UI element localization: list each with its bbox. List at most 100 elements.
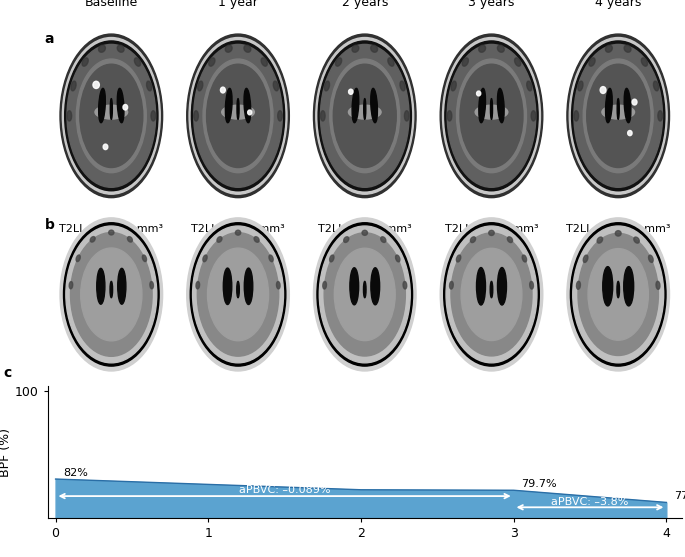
Ellipse shape	[578, 233, 658, 355]
Ellipse shape	[147, 81, 151, 91]
Ellipse shape	[460, 64, 523, 168]
Ellipse shape	[381, 237, 386, 242]
Ellipse shape	[574, 111, 579, 121]
Ellipse shape	[364, 99, 366, 119]
Ellipse shape	[571, 223, 666, 366]
Ellipse shape	[444, 223, 539, 366]
Ellipse shape	[208, 248, 269, 341]
Text: BPF = 79.7%: BPF = 79.7%	[455, 399, 528, 409]
Ellipse shape	[403, 281, 407, 289]
Ellipse shape	[217, 237, 222, 242]
Ellipse shape	[314, 34, 416, 198]
Ellipse shape	[95, 105, 127, 119]
Ellipse shape	[318, 41, 412, 190]
Text: T2LL = 661 mm³: T2LL = 661 mm³	[445, 224, 538, 234]
Ellipse shape	[573, 226, 664, 363]
Ellipse shape	[602, 105, 634, 119]
Ellipse shape	[440, 218, 543, 371]
Ellipse shape	[456, 255, 461, 262]
Ellipse shape	[606, 45, 612, 52]
Ellipse shape	[334, 248, 395, 341]
Text: 4 years: 4 years	[595, 0, 641, 9]
Ellipse shape	[76, 59, 147, 173]
Ellipse shape	[451, 81, 456, 91]
Ellipse shape	[197, 233, 279, 356]
Ellipse shape	[462, 58, 469, 66]
Ellipse shape	[81, 248, 142, 341]
Ellipse shape	[76, 255, 80, 262]
Ellipse shape	[371, 89, 377, 123]
Ellipse shape	[209, 58, 215, 66]
Ellipse shape	[190, 223, 286, 366]
Ellipse shape	[352, 45, 359, 52]
Ellipse shape	[196, 281, 199, 289]
Ellipse shape	[574, 45, 662, 187]
Ellipse shape	[445, 41, 538, 190]
Ellipse shape	[362, 230, 367, 236]
Ellipse shape	[66, 226, 157, 363]
Ellipse shape	[151, 111, 155, 121]
Ellipse shape	[97, 268, 105, 304]
Ellipse shape	[447, 45, 536, 187]
Ellipse shape	[475, 105, 508, 119]
Ellipse shape	[127, 237, 132, 242]
Ellipse shape	[277, 281, 280, 289]
Ellipse shape	[404, 111, 409, 121]
Ellipse shape	[364, 281, 366, 297]
Ellipse shape	[589, 58, 595, 66]
Text: T2LL = 673 mm³: T2LL = 673 mm³	[318, 224, 412, 234]
Ellipse shape	[269, 255, 273, 262]
Ellipse shape	[189, 37, 287, 194]
Ellipse shape	[336, 58, 342, 66]
Ellipse shape	[449, 281, 453, 289]
Ellipse shape	[244, 45, 251, 52]
Ellipse shape	[198, 81, 203, 91]
Ellipse shape	[225, 45, 232, 52]
Ellipse shape	[321, 45, 409, 187]
Text: 1 year: 1 year	[218, 0, 258, 9]
Ellipse shape	[321, 111, 325, 121]
Ellipse shape	[617, 281, 619, 297]
Ellipse shape	[352, 89, 359, 123]
Ellipse shape	[244, 89, 251, 123]
Ellipse shape	[93, 81, 99, 89]
Ellipse shape	[567, 34, 669, 198]
Text: aPBVC: –0.089%: aPBVC: –0.089%	[239, 485, 330, 495]
Text: T2LL = 730 mm³: T2LL = 730 mm³	[191, 224, 285, 234]
Ellipse shape	[624, 267, 634, 306]
Text: 82%: 82%	[63, 468, 88, 478]
Ellipse shape	[624, 89, 631, 123]
Ellipse shape	[588, 248, 649, 340]
Ellipse shape	[134, 58, 140, 66]
Text: BPF = 79.8%: BPF = 79.8%	[328, 399, 401, 409]
Ellipse shape	[261, 58, 267, 66]
Ellipse shape	[479, 89, 486, 123]
Ellipse shape	[329, 255, 334, 262]
Text: BPF = 77.2%: BPF = 77.2%	[582, 399, 655, 409]
Ellipse shape	[349, 89, 353, 94]
Ellipse shape	[350, 268, 359, 305]
Ellipse shape	[567, 218, 669, 371]
Ellipse shape	[187, 218, 289, 371]
Ellipse shape	[395, 255, 400, 262]
Ellipse shape	[447, 111, 452, 121]
Ellipse shape	[624, 45, 631, 52]
Ellipse shape	[110, 99, 112, 119]
Ellipse shape	[248, 110, 251, 115]
Text: b: b	[45, 218, 55, 232]
Ellipse shape	[577, 281, 580, 289]
Ellipse shape	[191, 41, 285, 190]
Ellipse shape	[273, 81, 278, 91]
Ellipse shape	[109, 230, 114, 235]
Ellipse shape	[349, 105, 381, 119]
Ellipse shape	[236, 230, 240, 235]
Ellipse shape	[99, 45, 105, 52]
Ellipse shape	[490, 281, 493, 297]
Ellipse shape	[123, 105, 127, 110]
Ellipse shape	[571, 41, 665, 190]
Ellipse shape	[60, 34, 162, 198]
Ellipse shape	[150, 281, 153, 289]
Ellipse shape	[522, 255, 527, 262]
Ellipse shape	[658, 111, 662, 121]
Ellipse shape	[508, 237, 512, 243]
